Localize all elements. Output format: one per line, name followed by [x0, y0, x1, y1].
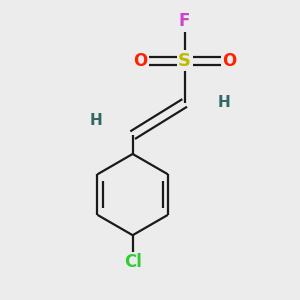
Text: F: F — [179, 12, 190, 30]
Text: Cl: Cl — [124, 254, 142, 272]
Text: H: H — [89, 113, 102, 128]
Text: O: O — [133, 52, 147, 70]
Text: H: H — [218, 95, 231, 110]
Text: S: S — [178, 52, 191, 70]
Text: O: O — [222, 52, 236, 70]
